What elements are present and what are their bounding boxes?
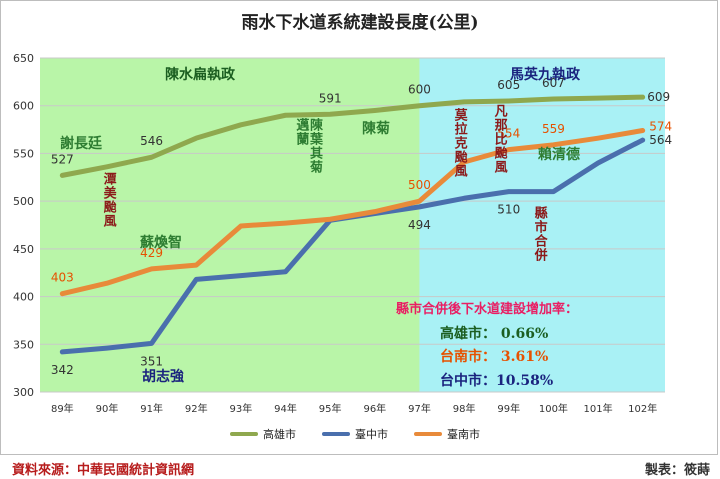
legend-swatch-tainan bbox=[414, 432, 442, 436]
typhoon-label-4: 凡那比颱風 bbox=[491, 104, 507, 174]
series-lines bbox=[59, 94, 646, 355]
y-tick-label: 450 bbox=[13, 243, 34, 256]
source-note: 資料來源：中華民國統計資訊網 bbox=[12, 463, 195, 478]
data-label-kaohsiung: 600 bbox=[408, 83, 431, 97]
x-tick-label: 90年 bbox=[96, 402, 119, 415]
x-tick-label: 94年 bbox=[274, 402, 297, 415]
legend-swatch-kaohsiung bbox=[230, 432, 258, 436]
data-label-tainan: 403 bbox=[51, 271, 74, 285]
x-tick-label: 93年 bbox=[230, 402, 253, 415]
growth-kaohsiung: 高雄市： 0.66% bbox=[440, 326, 549, 342]
y-tick-label: 650 bbox=[13, 52, 34, 65]
legend-label-taichung: 臺中市 bbox=[355, 428, 388, 441]
cyan-era-background bbox=[419, 58, 665, 392]
x-axis: 89年 90年 91年 92年 93年 94年 95年 96年 97年 98年 99年 100年 101… bbox=[51, 402, 657, 415]
x-tick-label: 99年 bbox=[497, 402, 520, 415]
legend-item-kaohsiung: 高雄市 bbox=[230, 426, 296, 442]
x-tick-label: 102年 bbox=[628, 402, 657, 415]
legend-item-tainan: 臺南市 bbox=[414, 426, 480, 442]
mayor-label-kaohsiung-2: 陳菊 bbox=[362, 121, 390, 137]
series-line-kaohsiung bbox=[59, 94, 646, 178]
series-line-tainan bbox=[59, 128, 646, 297]
data-label-tainan: 554 bbox=[497, 127, 520, 141]
chart-title: 雨水下水道系統建設長度(公里) bbox=[241, 13, 479, 33]
typhoon-label-1: 潭美颱風 bbox=[100, 172, 116, 228]
data-label-tainan: 574 bbox=[649, 120, 672, 134]
x-tick-label: 89年 bbox=[51, 402, 74, 415]
data-label-kaohsiung: 527 bbox=[51, 152, 74, 166]
data-label-kaohsiung: 546 bbox=[140, 134, 163, 148]
x-tick-label: 98年 bbox=[453, 402, 476, 415]
x-tick-label: 96年 bbox=[363, 402, 386, 415]
y-tick-label: 550 bbox=[13, 147, 34, 160]
growth-tainan: 台南市： 3.61% bbox=[440, 349, 549, 365]
mayor-label-tainan-1: 蘇煥智 bbox=[140, 235, 182, 251]
mayor-label-tainan-2: 賴清德 bbox=[538, 147, 580, 163]
legend-swatch-taichung bbox=[322, 432, 350, 436]
data-label-kaohsiung: 609 bbox=[647, 90, 670, 104]
data-label-kaohsiung: 605 bbox=[497, 78, 520, 92]
data-label-taichung: 342 bbox=[51, 363, 74, 377]
x-tick-label: 101年 bbox=[583, 402, 612, 415]
x-tick-label: 91年 bbox=[140, 402, 163, 415]
y-axis: 300 350 400 450 500 550 600 650 bbox=[13, 52, 34, 399]
era-label-right: 馬英九執政 bbox=[510, 67, 580, 83]
mayor-label-kaohsiung-1: 謝長廷 bbox=[60, 136, 102, 152]
data-label-kaohsiung: 591 bbox=[319, 91, 342, 105]
mayor-label-taichung-1: 胡志強 bbox=[142, 369, 184, 385]
data-label-tainan: 429 bbox=[140, 246, 163, 260]
legend-label-tainan: 臺南市 bbox=[447, 428, 480, 441]
legend-label-kaohsiung: 高雄市 bbox=[263, 428, 296, 441]
maker-note: 製表：筱蒔 bbox=[644, 463, 710, 478]
x-tick-label: 92年 bbox=[185, 402, 208, 415]
legend: 高雄市 臺中市 臺南市 bbox=[230, 426, 480, 442]
x-tick-label: 100年 bbox=[539, 402, 568, 415]
y-tick-label: 350 bbox=[13, 338, 34, 351]
typhoon-label-3: 莫拉克颱風 bbox=[451, 108, 467, 178]
typhoon-label-2: 陳葉其菊邁蘭 bbox=[293, 118, 322, 174]
data-label-tainan: 500 bbox=[408, 178, 431, 192]
y-tick-label: 500 bbox=[13, 195, 34, 208]
chart-area: 300 350 400 450 500 550 600 650 89年 90年 91年 92年 93年… bbox=[13, 52, 672, 415]
merger-label: 縣市合併 bbox=[531, 206, 547, 262]
y-tick-label: 400 bbox=[13, 291, 34, 304]
growth-taichung: 台中市：10.58% bbox=[440, 373, 554, 389]
data-labels: 527 546 591 600 605 607 609 342 351 494 510 564 403 4… bbox=[51, 76, 672, 377]
legend-item-taichung: 臺中市 bbox=[322, 426, 388, 442]
data-label-kaohsiung: 607 bbox=[542, 76, 565, 90]
x-tick-label: 95年 bbox=[319, 402, 342, 415]
x-tick-label: 97年 bbox=[408, 402, 431, 415]
y-tick-label: 300 bbox=[13, 386, 34, 399]
data-label-taichung: 351 bbox=[140, 354, 163, 368]
data-label-taichung: 510 bbox=[497, 203, 520, 217]
data-label-taichung: 494 bbox=[408, 218, 431, 232]
era-label-left: 陳水扁執政 bbox=[165, 67, 235, 83]
growth-title: 縣市合併後下水道建設增加率： bbox=[396, 302, 579, 317]
y-tick-label: 600 bbox=[13, 100, 34, 113]
chart-frame bbox=[0, 0, 718, 455]
green-era-background bbox=[40, 58, 420, 392]
data-label-tainan: 559 bbox=[542, 122, 565, 136]
data-label-taichung: 564 bbox=[649, 133, 672, 147]
